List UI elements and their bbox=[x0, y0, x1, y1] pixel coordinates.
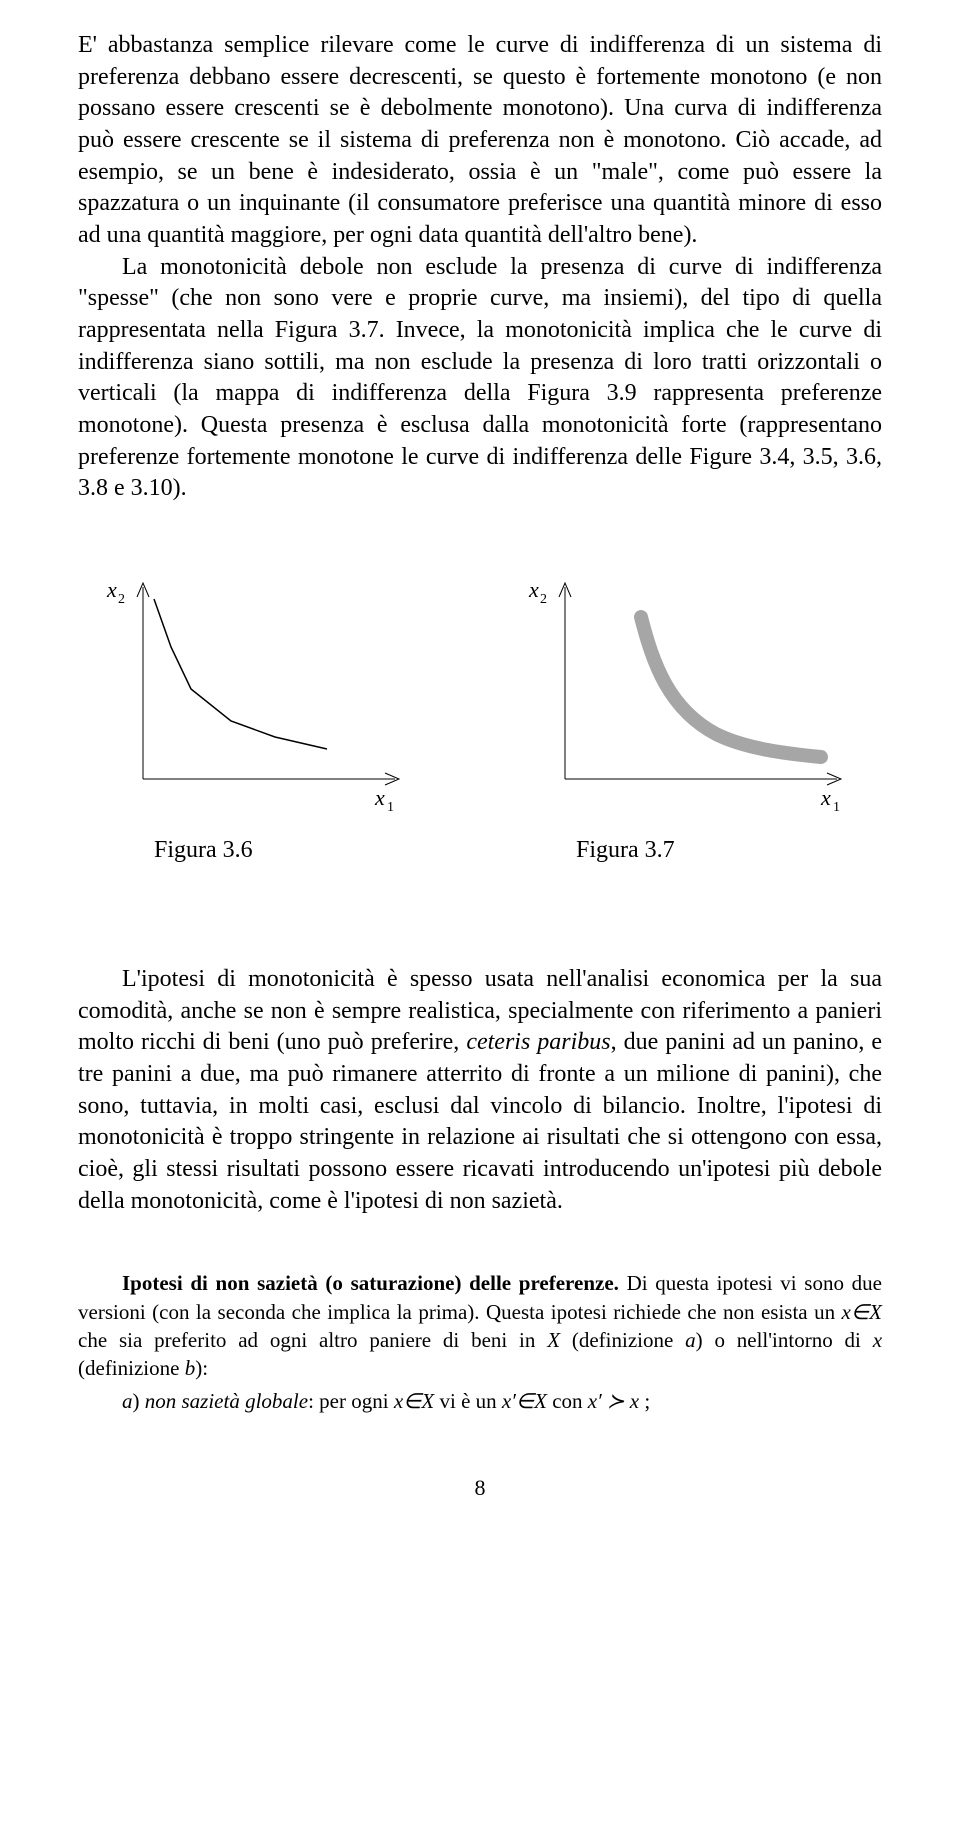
x-axis-label: x bbox=[820, 785, 831, 810]
s1c1: che sia preferito ad ogni altro paniere … bbox=[78, 1328, 547, 1352]
y-axis-sub: 2 bbox=[540, 592, 547, 607]
s1c4: (definizione bbox=[78, 1356, 185, 1380]
s2d: con bbox=[547, 1389, 588, 1413]
figure-3-6: x 2 x 1 Figura 3.6 bbox=[78, 569, 460, 864]
s2a: ) bbox=[133, 1389, 145, 1413]
s1m1: x∈X bbox=[842, 1300, 882, 1324]
s2b: : per ogni bbox=[308, 1389, 394, 1413]
hypothesis-title: Ipotesi di non sazietà (o saturazione) d… bbox=[122, 1271, 619, 1295]
body-para-3: L'ipotesi di monotonicità è spesso usata… bbox=[78, 964, 882, 1217]
page-number: 8 bbox=[78, 1475, 882, 1501]
hypothesis-para: Ipotesi di non sazietà (o saturazione) d… bbox=[78, 1269, 882, 1382]
s2m3: x′ ≻ x bbox=[588, 1389, 639, 1413]
s2m2: x′∈X bbox=[502, 1389, 547, 1413]
figures-row: x 2 x 1 Figura 3.6 x 2 bbox=[78, 569, 882, 864]
x-axis-sub: 1 bbox=[833, 800, 840, 815]
figure-3-7-svg: x 2 x 1 bbox=[521, 569, 861, 829]
s1c5: ): bbox=[195, 1356, 208, 1380]
figure-3-6-caption: Figura 3.6 bbox=[154, 837, 253, 864]
s1m3: x bbox=[873, 1328, 882, 1352]
definition-a: a) non sazietà globale: per ogni x∈X vi … bbox=[78, 1387, 882, 1415]
y-axis-label: x bbox=[106, 577, 117, 602]
x-axis-sub: 1 bbox=[387, 800, 394, 815]
x-axis-label: x bbox=[374, 785, 385, 810]
y-axis-label: x bbox=[528, 577, 539, 602]
indifference-curve-thick bbox=[641, 617, 821, 757]
s1i2: b bbox=[185, 1356, 196, 1380]
s1c2: (definizione bbox=[560, 1328, 685, 1352]
body-para-2: La monotonicità debole non esclude la pr… bbox=[78, 252, 882, 505]
indifference-curve-thin bbox=[154, 599, 327, 749]
s2m1: x∈X bbox=[394, 1389, 434, 1413]
y-axis-sub: 2 bbox=[118, 592, 125, 607]
s1c3: ) o nell'intorno di bbox=[696, 1328, 873, 1352]
s2ital: non sazietà globale bbox=[145, 1389, 308, 1413]
s2e: ; bbox=[639, 1389, 650, 1413]
figure-3-7: x 2 x 1 Figura 3.7 bbox=[500, 569, 882, 864]
s2c: vi è un bbox=[434, 1389, 502, 1413]
p3-cont: , due panini ad un panino, e tre panini … bbox=[78, 1029, 882, 1213]
s2i: a bbox=[122, 1389, 133, 1413]
figure-3-7-caption: Figura 3.7 bbox=[576, 837, 675, 864]
s1i1: a bbox=[685, 1328, 696, 1352]
p3-ital: ceteris paribus bbox=[466, 1029, 610, 1055]
s1m2: X bbox=[547, 1328, 560, 1352]
figure-3-6-svg: x 2 x 1 bbox=[99, 569, 439, 829]
body-para-1: E' abbastanza semplice rilevare come le … bbox=[78, 30, 882, 252]
